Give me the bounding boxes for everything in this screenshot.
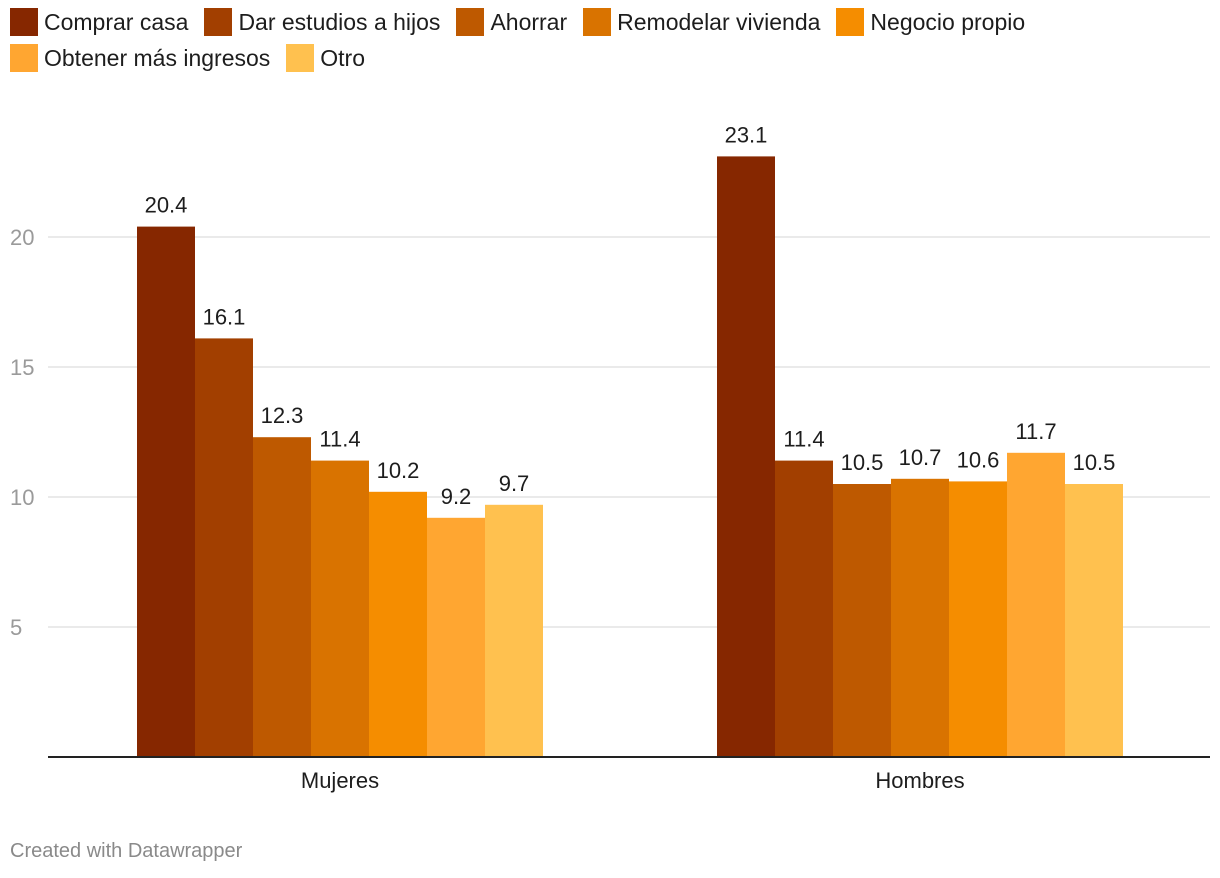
legend-item: Comprar casa	[10, 8, 188, 36]
legend-label: Negocio propio	[870, 9, 1026, 35]
legend-swatch	[583, 8, 612, 36]
data-label: 12.3	[261, 403, 304, 428]
x-category-label: Hombres	[875, 768, 964, 793]
legend-label: Remodelar vivienda	[617, 9, 821, 35]
bar	[775, 460, 833, 757]
data-label: 11.4	[783, 427, 824, 452]
bar	[485, 504, 543, 757]
legend-label: Ahorrar	[490, 9, 568, 35]
chart-legend: Comprar casa Dar estudios a hijos Ahorrar R…	[10, 8, 1215, 72]
data-label: 16.1	[203, 304, 246, 329]
legend-label: Obtener más ingresos	[44, 45, 271, 71]
footer-credit: Created with Datawrapper	[10, 840, 243, 862]
data-label: 9.7	[499, 471, 530, 496]
legend-swatch	[286, 44, 315, 72]
legend-label: Comprar casa	[44, 9, 189, 35]
data-label: 10.7	[899, 445, 942, 470]
data-label: 20.4	[145, 193, 188, 218]
y-tick-label: 5	[10, 615, 22, 640]
legend-swatch	[10, 44, 38, 72]
y-tick-label: 10	[10, 485, 34, 510]
legend-item: Obtener más ingresos	[10, 44, 270, 72]
data-label: 10.5	[841, 450, 884, 475]
legend-item: Remodelar vivienda	[583, 8, 820, 36]
legend-swatch	[10, 8, 38, 36]
bar	[949, 481, 1007, 757]
y-tick-label: 20	[10, 225, 34, 250]
x-category-label: Mujeres	[301, 768, 379, 793]
data-label: 9.2	[441, 484, 472, 509]
bar	[137, 226, 195, 758]
legend-swatch	[836, 8, 865, 36]
legend-item: Ahorrar	[456, 8, 567, 36]
legend-swatch	[456, 8, 485, 36]
data-label: 23.1	[725, 122, 768, 147]
bar	[717, 156, 775, 757]
bar	[1065, 484, 1123, 757]
data-label: 10.5	[1073, 450, 1116, 475]
bar	[891, 478, 949, 757]
legend-swatch	[204, 8, 233, 36]
legend-item: Dar estudios a hijos	[204, 8, 440, 36]
bar	[427, 517, 485, 757]
bar	[195, 338, 253, 757]
bar	[1007, 452, 1065, 757]
y-tick-label: 15	[10, 355, 34, 380]
bar	[311, 460, 369, 757]
bar	[833, 484, 891, 757]
legend-item: Negocio propio	[836, 8, 1025, 36]
legend-label: Dar estudios a hijos	[238, 9, 441, 35]
bar	[369, 491, 427, 757]
legend-item: Otro	[286, 44, 365, 72]
bar	[253, 437, 311, 757]
legend-label: Otro	[320, 45, 366, 71]
data-label: 10.2	[377, 458, 420, 483]
data-label: 11.7	[1015, 419, 1056, 444]
data-label: 10.6	[957, 447, 1000, 472]
data-label: 11.4	[319, 427, 360, 452]
